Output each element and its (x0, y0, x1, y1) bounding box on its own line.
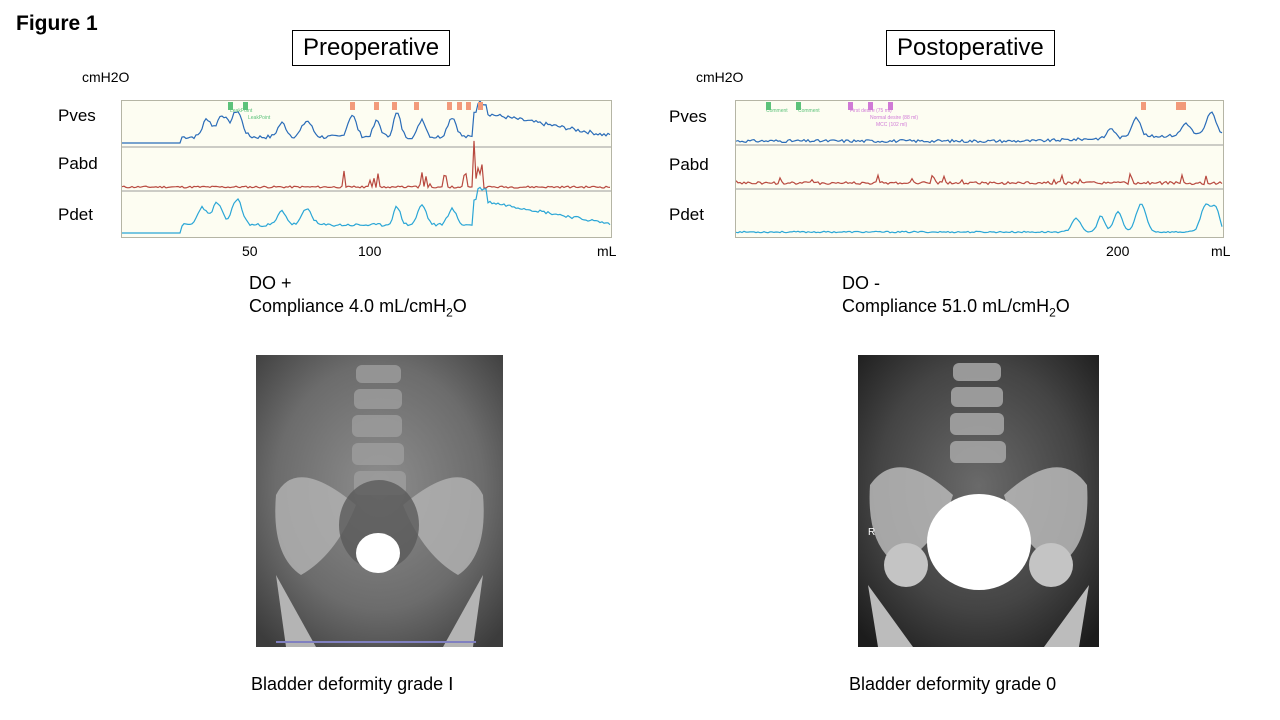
pre-urodynamic-trace: LeakPoint LeakPoint (121, 100, 612, 238)
post-caption: Bladder deformity grade 0 (849, 674, 1057, 694)
figure-title: Figure 1 (16, 12, 98, 35)
post-x-unit: mL (1211, 243, 1231, 259)
pre-tick-100: 100 (358, 243, 382, 259)
post-unit-label: cmH2O (696, 69, 744, 85)
post-mark-label-3: Normal desire (88 ml) (870, 115, 918, 121)
post-pves-trace (736, 111, 1223, 144)
pre-compliance-text: Compliance 4.0 mL/cmH2O (249, 296, 467, 320)
post-mark-pink-1 (868, 102, 873, 110)
post-mark-label-0: Comment (766, 108, 788, 114)
pre-pdet-trace (122, 186, 611, 234)
pre-mark-orange-3 (414, 102, 419, 110)
post-mark-pink-0 (848, 102, 853, 110)
pre-caption: Bladder deformity grade Ⅰ (251, 674, 454, 694)
pre-channel-pabd: Pabd (58, 154, 98, 173)
pre-tick-50: 50 (242, 243, 258, 259)
post-mark-label-4: MCC (102 ml) (876, 122, 907, 128)
post-channel-pves: Pves (669, 107, 707, 126)
post-urodynamic-trace: Comment Comment First desire (75 ml) Normal… (735, 100, 1224, 238)
pre-mark-green-1 (243, 102, 248, 110)
preoperative-title: Preoperative (292, 30, 451, 66)
pre-unit-label: cmH2O (82, 69, 130, 85)
pre-do-text: DO + (249, 273, 292, 293)
pre-channel-pves: Pves (58, 106, 96, 125)
post-mark-label-1: Comment (798, 108, 820, 114)
post-channel-pabd: Pabd (669, 155, 709, 174)
post-tick-200: 200 (1106, 243, 1130, 259)
post-pabd-trace (736, 172, 1223, 186)
pre-mark-orange-0 (350, 102, 355, 110)
pre-mark-orange-1 (374, 102, 379, 110)
pre-pabd-trace (122, 140, 611, 190)
post-channel-pdet: Pdet (669, 205, 704, 224)
post-mark-orange-1 (1176, 102, 1181, 110)
pre-x-unit: mL (597, 243, 617, 259)
pre-mark-orange-4 (447, 102, 452, 110)
post-mark-green-1 (796, 102, 801, 110)
pre-pves-trace (122, 101, 611, 144)
postoperative-title: Postoperative (886, 30, 1055, 66)
pre-mark-green-0 (228, 102, 233, 110)
xray-side-marker: R (868, 527, 875, 538)
pre-mark-label-1: LeakPoint (248, 115, 271, 121)
pre-mark-orange-5 (457, 102, 462, 110)
pre-cystogram-xray (256, 355, 503, 647)
post-pdet-trace (736, 203, 1223, 234)
post-do-text: DO - (842, 273, 880, 293)
post-mark-orange-2 (1181, 102, 1186, 110)
pre-mark-label-0: LeakPoint (230, 108, 253, 114)
pre-mark-orange-7 (478, 102, 483, 110)
post-mark-label-2: First desire (75 ml) (850, 108, 892, 114)
post-cystogram-xray: R (858, 355, 1099, 647)
post-mark-pink-2 (888, 102, 893, 110)
pre-channel-pdet: Pdet (58, 205, 93, 224)
pre-mark-orange-6 (466, 102, 471, 110)
post-mark-orange-0 (1141, 102, 1146, 110)
post-mark-green-0 (766, 102, 771, 110)
pre-mark-orange-2 (392, 102, 397, 110)
post-trace-svg: Comment Comment First desire (75 ml)Normal… (736, 102, 1223, 234)
post-compliance-text: Compliance 51.0 mL/cmH2O (842, 296, 1070, 320)
